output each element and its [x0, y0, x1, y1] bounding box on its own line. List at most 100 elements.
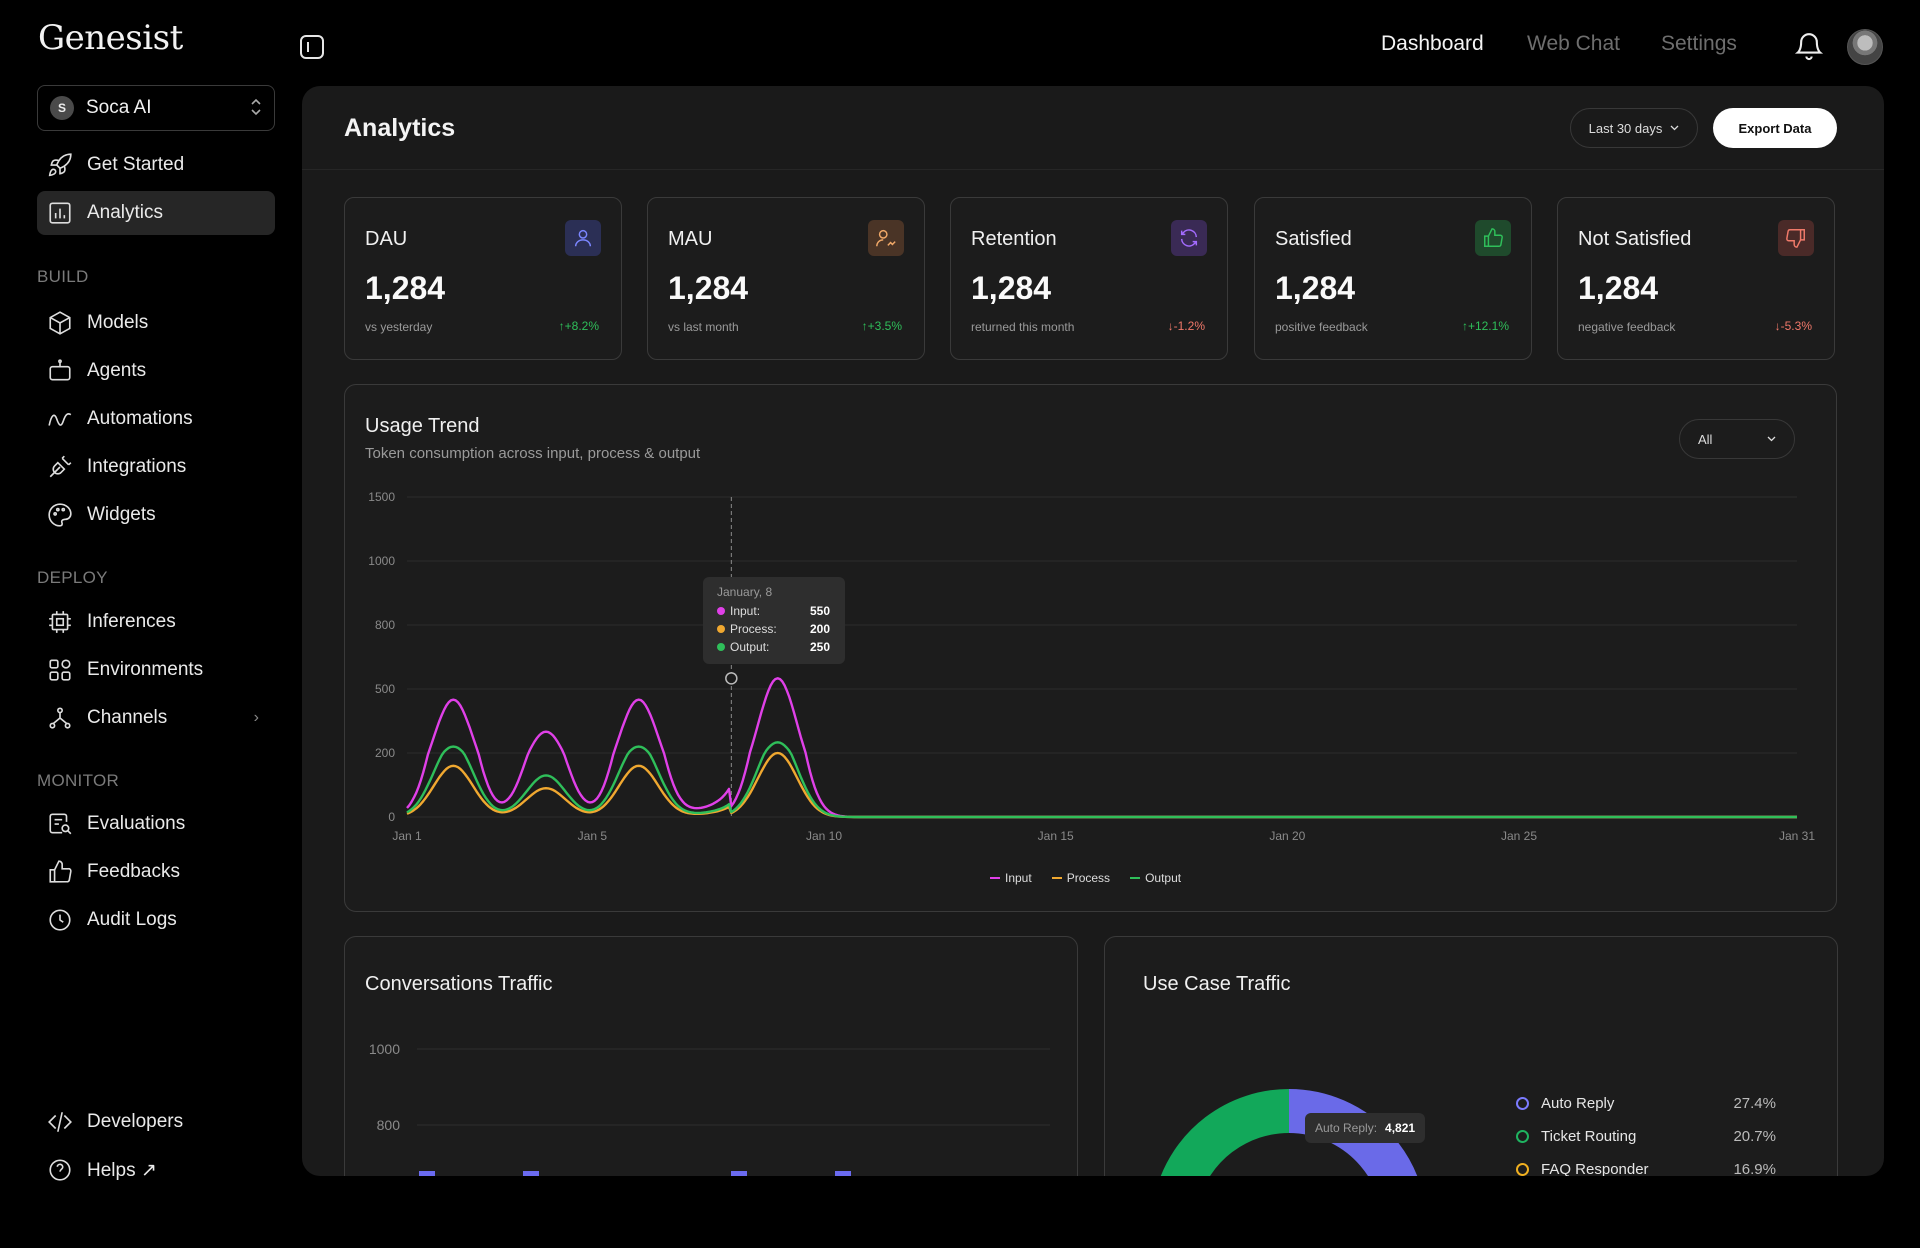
page-title: Analytics: [344, 114, 456, 142]
thumbs-down-icon: [1778, 220, 1814, 256]
tooltip-row-output: Output: 250: [717, 638, 831, 656]
stat-caption: positive feedback: [1275, 320, 1368, 334]
grid-icon: [49, 659, 71, 681]
stat-card-dau: DAU 1,284 vs yesterday ↑+8.2%: [344, 197, 622, 360]
process-dot-icon: [717, 625, 725, 633]
stat-caption: vs yesterday: [365, 320, 433, 334]
stat-delta: ↓-1.2%: [1167, 319, 1205, 333]
usage-trend-subtitle: Token consumption across input, process …: [365, 445, 701, 462]
legend-output[interactable]: Output: [1130, 871, 1181, 885]
nav-models[interactable]: Models: [37, 301, 275, 345]
stat-caption: vs last month: [668, 320, 739, 334]
topnav-web-chat[interactable]: Web Chat: [1527, 32, 1620, 55]
bell-icon[interactable]: [1793, 29, 1825, 63]
conversations-title: Conversations Traffic: [365, 973, 553, 995]
series-filter-select[interactable]: All: [1679, 419, 1795, 459]
legend-input[interactable]: Input: [990, 871, 1032, 885]
stat-value: 1,284: [971, 270, 1052, 306]
topnav-dashboard[interactable]: Dashboard: [1381, 32, 1484, 55]
donut-tooltip: Auto Reply: 4,821: [1305, 1113, 1426, 1143]
nav-label: Get Started: [87, 154, 185, 175]
ring-icon: [1516, 1130, 1529, 1143]
y-tick-label: 800: [375, 618, 395, 632]
stat-card-retention: Retention 1,284 returned this month ↓-1.2%: [950, 197, 1228, 360]
arrow-up-icon: ↑: [1461, 319, 1468, 333]
stat-card-mau: MAU 1,284 vs last month ↑+3.5%: [647, 197, 925, 360]
nav-developers[interactable]: Developers: [37, 1100, 275, 1144]
chevron-updown-icon: [250, 98, 262, 118]
sidebar-toggle-icon[interactable]: [298, 33, 326, 61]
date-range-label: Last 30 days: [1588, 120, 1663, 136]
date-range-select[interactable]: Last 30 days: [1570, 108, 1698, 148]
nav-label: Feedbacks: [87, 861, 180, 882]
x-tick-label: Jan 1: [392, 829, 422, 843]
bar: [523, 1171, 539, 1176]
nav-widgets[interactable]: Widgets: [37, 493, 275, 537]
bar: [835, 1171, 851, 1176]
rocket-icon: [48, 153, 72, 177]
nav-audit-logs[interactable]: Audit Logs: [37, 898, 275, 942]
use-case-title: Use Case Traffic: [1143, 973, 1291, 995]
nav-label: Evaluations: [87, 813, 186, 834]
workspace-name: Soca AI: [86, 97, 152, 118]
chevron-down-icon: [1670, 125, 1679, 131]
chart-icon: [49, 202, 71, 224]
nav-label: Audit Logs: [87, 909, 177, 930]
chart-tooltip: January, 8 Input: 550 Process: 200 Output:…: [703, 577, 845, 664]
arrow-up-icon: ↑: [558, 319, 565, 333]
y-tick-label: 800: [377, 1117, 401, 1133]
nav-evaluations[interactable]: Evaluations: [37, 802, 275, 846]
arrow-down-icon: ↓: [1167, 319, 1174, 333]
stat-delta: ↑+8.2%: [558, 319, 599, 333]
use-case-row[interactable]: Ticket Routing 20.7%: [1516, 1120, 1776, 1153]
stat-value: 1,284: [1578, 270, 1659, 306]
y-tick-label: 1500: [368, 490, 395, 504]
tooltip-date: January, 8: [717, 585, 773, 599]
nav-environments[interactable]: Environments: [37, 648, 275, 692]
x-tick-label: Jan 31: [1779, 829, 1815, 843]
nav-helps[interactable]: Helps ↗: [37, 1148, 275, 1192]
stat-caption: negative feedback: [1578, 320, 1676, 334]
nav-agents[interactable]: Agents: [37, 349, 275, 393]
nav-channels[interactable]: Channels ›: [37, 696, 275, 740]
stat-caption: returned this month: [971, 320, 1075, 334]
clock-icon: [49, 909, 71, 931]
stat-value: 1,284: [1275, 270, 1356, 306]
usage-trend-chart: 0 200 500 800 1000 1500 Jan 1 Jan 5 Jan 10 Jan 15…: [368, 490, 1815, 843]
y-tick-label: 1000: [369, 1041, 400, 1057]
workspace-switcher[interactable]: S Soca AI: [37, 85, 275, 131]
sidebar: Genesist S Soca AI Get Started Analytics…: [0, 0, 300, 1248]
section-build: BUILD: [37, 267, 89, 286]
conversations-traffic-card: Conversations Traffic 1000 800: [344, 936, 1078, 1176]
nav-label: Helps ↗: [87, 1159, 157, 1181]
export-data-button[interactable]: Export Data: [1713, 108, 1837, 148]
nav-integrations[interactable]: Integrations: [37, 445, 275, 489]
legend-process[interactable]: Process: [1051, 871, 1110, 885]
nodes-icon: [49, 707, 71, 729]
ring-icon: [1516, 1163, 1529, 1176]
bar: [419, 1171, 435, 1176]
nav-label: Environments: [87, 659, 204, 680]
stat-title: MAU: [668, 228, 713, 250]
nav-feedbacks[interactable]: Feedbacks: [37, 850, 275, 894]
plug-icon: [49, 455, 72, 478]
nav-get-started[interactable]: Get Started: [37, 143, 275, 187]
use-case-row[interactable]: Auto Reply 27.4%: [1516, 1087, 1776, 1120]
hover-point: [725, 672, 738, 685]
ring-icon: [1516, 1097, 1529, 1110]
topnav-settings[interactable]: Settings: [1661, 32, 1737, 55]
y-tick-label: 1000: [368, 554, 395, 568]
main-panel: Analytics Last 30 days Export Data DAU 1,…: [302, 86, 1884, 1176]
use-case-row[interactable]: FAQ Responder 16.9%: [1516, 1153, 1776, 1176]
stat-card-not-satisfied: Not Satisfied 1,284 negative feedback ↓-5.3…: [1557, 197, 1835, 360]
stat-delta: ↑+3.5%: [861, 319, 902, 333]
nav-automations[interactable]: Automations: [37, 397, 275, 441]
nav-inferences[interactable]: Inferences: [37, 600, 275, 644]
nav-analytics[interactable]: Analytics: [37, 191, 275, 235]
bar: [731, 1171, 747, 1176]
y-tick-label: 0: [388, 810, 395, 824]
y-tick-label: 200: [375, 746, 395, 760]
user-avatar[interactable]: [1847, 29, 1883, 65]
palette-icon: [48, 503, 72, 527]
nav-label: Analytics: [87, 202, 164, 223]
